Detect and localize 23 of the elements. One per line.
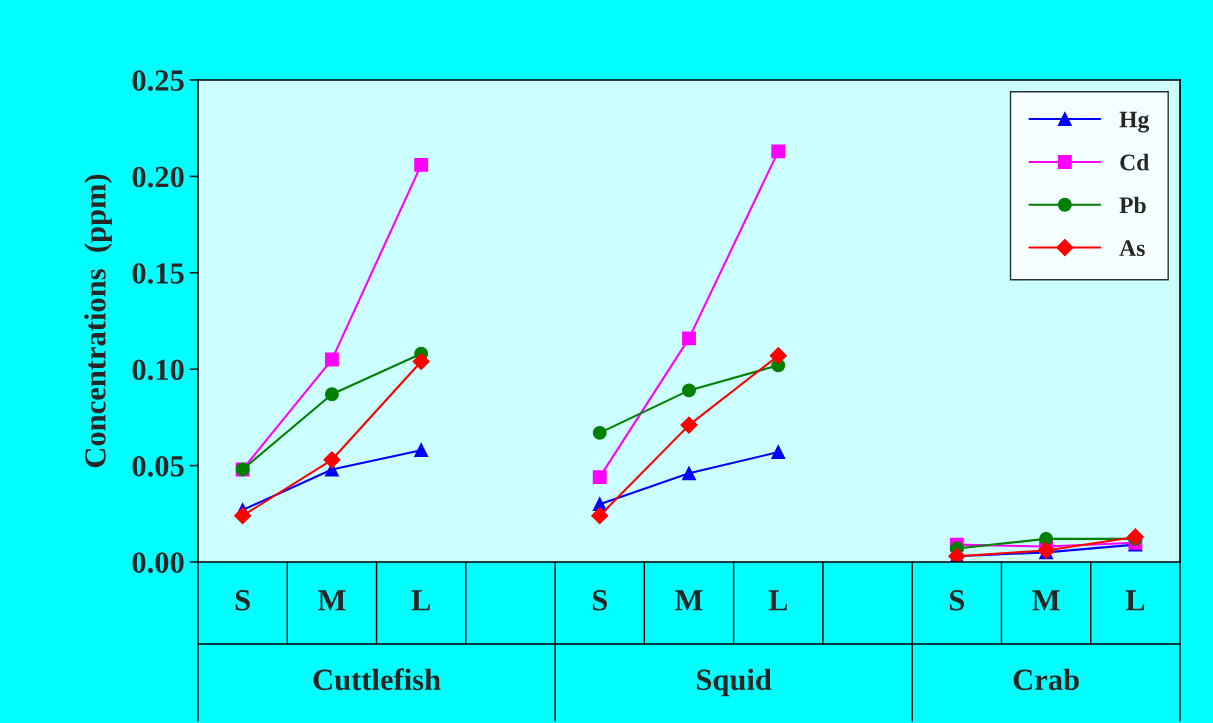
y-tick-label: 0.15 xyxy=(132,263,184,284)
y-tick-label: 0.20 xyxy=(132,166,184,188)
legend-label: Hg xyxy=(1119,111,1150,133)
text: Crab xyxy=(1013,668,1079,691)
y-tick-label: 0.00 xyxy=(132,552,184,574)
x-tick-label: L xyxy=(768,590,788,611)
x-tick-label: S xyxy=(235,590,250,611)
legend-label: As xyxy=(1119,240,1145,257)
legend-label: Cd xyxy=(1120,153,1150,171)
x-tick-label: M xyxy=(318,590,346,611)
y-axis-title: Concentrations (ppm) xyxy=(84,174,112,468)
x-tick-label: L xyxy=(411,590,431,611)
x-tick-label: M xyxy=(675,590,703,611)
x-tick-label: S xyxy=(592,590,607,611)
y-tick-label: 0.10 xyxy=(132,359,184,381)
legend-label: Pb xyxy=(1119,196,1146,214)
y-tick-label: 0.05 xyxy=(132,455,184,477)
y-tick-label: 0.25 xyxy=(132,70,184,92)
x-tick-label: S xyxy=(949,590,965,611)
text: Cuttlefish xyxy=(313,668,441,691)
x-tick-label: L xyxy=(1125,590,1145,611)
text: Squid xyxy=(697,668,772,697)
x-tick-label: M xyxy=(1032,590,1060,611)
